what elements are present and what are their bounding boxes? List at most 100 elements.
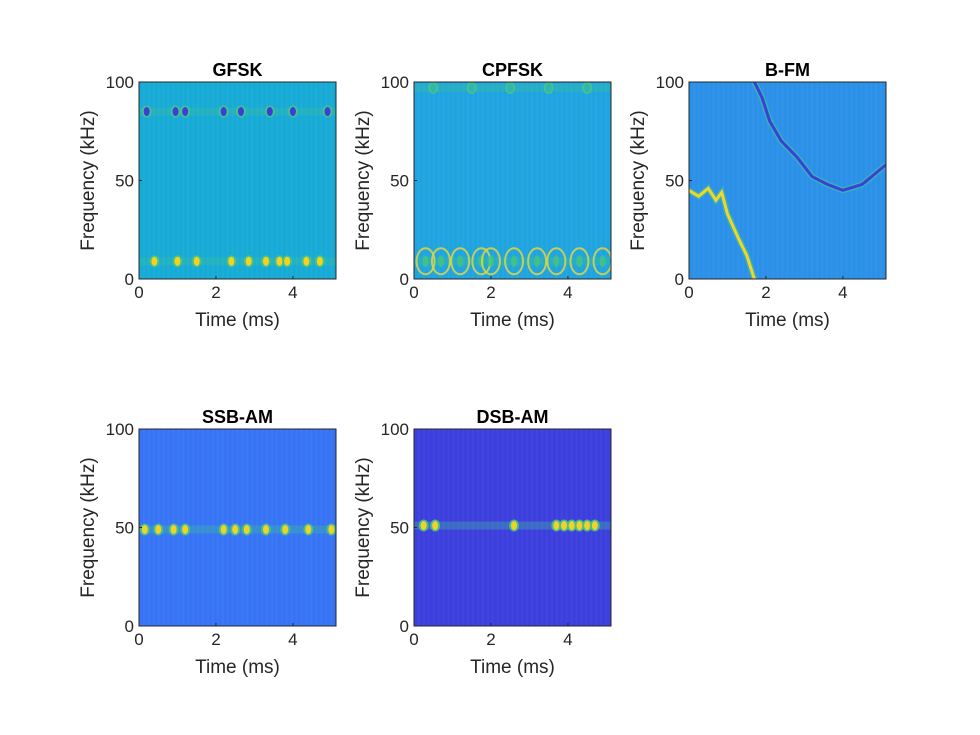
data-mark (266, 107, 273, 117)
y-tick-label: 0 (400, 617, 409, 636)
subplot-cpfsk: 0 2 4 0 50 100 CPFSK Time (ms) Frequency (kHz) (353, 60, 612, 331)
data-mark (504, 247, 525, 276)
data-mark (480, 247, 501, 276)
data-mark (553, 255, 560, 268)
x-tick-label: 2 (761, 283, 770, 302)
x-tick-label: 4 (288, 630, 297, 649)
data-mark (243, 524, 250, 534)
x-tick-label: 2 (211, 283, 220, 302)
spectrogram (139, 82, 336, 279)
data-mark (584, 83, 591, 93)
data-mark (282, 524, 289, 534)
data-mark (527, 247, 548, 276)
data-mark (450, 247, 471, 276)
x-tick-label: 2 (486, 283, 495, 302)
data-mark (262, 524, 269, 534)
plot-background (689, 82, 886, 279)
x-tick-label: 0 (409, 630, 418, 649)
y-axis-label: Frequency (kHz) (353, 457, 374, 597)
subplot-title: SSB-AM (202, 407, 273, 427)
y-tick-label: 0 (125, 270, 134, 289)
data-mark (422, 255, 429, 268)
subplot-dsb-am: 0 2 4 0 50 100 DSB-AM Time (ms) Frequency (kHz) (353, 407, 612, 678)
subplot-b-fm: 0 2 4 0 50 100 B-FM Time (ms) Frequency (kHz) (628, 60, 887, 331)
x-tick-label: 0 (684, 283, 693, 302)
data-mark (599, 255, 606, 268)
data-mark (303, 256, 310, 266)
x-tick-label: 4 (288, 283, 297, 302)
x-tick-label: 4 (838, 283, 847, 302)
subplot-title: CPFSK (482, 60, 543, 80)
data-mark (232, 524, 239, 534)
data-mark (511, 521, 518, 531)
data-mark (592, 247, 611, 276)
data-mark (155, 524, 162, 534)
data-mark (546, 247, 567, 276)
data-mark (174, 256, 181, 266)
data-mark (534, 255, 541, 268)
data-mark (511, 255, 518, 268)
x-axis-label: Time (ms) (470, 310, 555, 331)
y-tick-label: 100 (106, 73, 134, 92)
x-tick-label: 0 (134, 630, 143, 649)
data-mark (324, 107, 331, 117)
data-mark (568, 521, 575, 531)
data-curve (753, 82, 886, 192)
y-tick-label: 0 (675, 270, 684, 289)
data-mark (328, 524, 335, 534)
data-mark (284, 256, 291, 266)
spectrogram (139, 429, 336, 626)
y-axis-label: Frequency (kHz) (628, 110, 649, 250)
data-mark (143, 107, 150, 117)
data-mark (420, 521, 427, 531)
data-mark (487, 255, 494, 268)
spectrogram (414, 82, 611, 279)
data-mark (141, 524, 148, 534)
subplot-ssb-am: 0 2 4 0 50 100 SSB-AM Time (ms) Frequency (kHz) (78, 407, 337, 678)
data-mark (576, 521, 583, 531)
x-axis-label: Time (ms) (745, 310, 830, 331)
data-mark (316, 256, 323, 266)
band-line (139, 257, 336, 266)
y-axis-label: Frequency (kHz) (78, 457, 99, 597)
data-mark (430, 247, 451, 276)
y-axis-label: Frequency (kHz) (78, 110, 99, 250)
spectrogram (689, 82, 886, 279)
data-mark (561, 521, 568, 531)
data-mark (220, 107, 227, 117)
subplot-gfsk: 0 2 4 0 50 100 GFSK Time (ms) Frequency (kHz) (78, 60, 337, 331)
data-mark (151, 256, 158, 266)
x-axis-label: Time (ms) (195, 310, 280, 331)
data-mark (553, 521, 560, 531)
data-mark (182, 107, 189, 117)
y-tick-label: 100 (381, 420, 409, 439)
data-mark (591, 521, 598, 531)
data-mark (457, 255, 464, 268)
y-tick-label: 50 (390, 519, 409, 538)
y-tick-label: 50 (665, 172, 684, 191)
y-tick-label: 100 (381, 73, 409, 92)
y-tick-label: 50 (115, 519, 134, 538)
data-mark (228, 256, 235, 266)
data-curve (689, 186, 756, 279)
y-tick-label: 0 (400, 270, 409, 289)
data-mark (468, 83, 475, 93)
spectrogram (414, 429, 611, 626)
y-tick-label: 100 (106, 420, 134, 439)
data-mark (262, 256, 269, 266)
data-mark (182, 524, 189, 534)
x-tick-label: 0 (134, 283, 143, 302)
x-tick-label: 4 (563, 283, 572, 302)
data-mark (415, 247, 436, 276)
x-tick-label: 0 (409, 283, 418, 302)
x-tick-label: 2 (211, 630, 220, 649)
data-mark (193, 256, 200, 266)
x-tick-label: 4 (563, 630, 572, 649)
data-mark (569, 247, 590, 276)
data-mark (289, 107, 296, 117)
y-tick-label: 50 (115, 172, 134, 191)
data-mark (245, 256, 252, 266)
data-mark (305, 524, 312, 534)
x-axis-label: Time (ms) (195, 657, 280, 678)
